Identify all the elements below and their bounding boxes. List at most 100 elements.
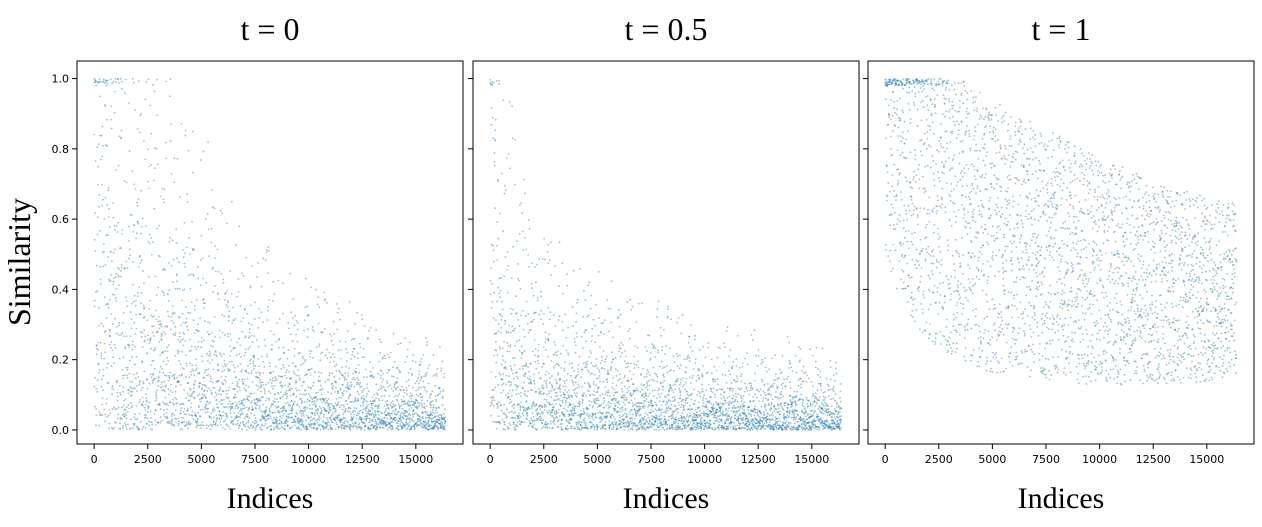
data-point [156,397,158,399]
data-point [97,379,99,381]
data-point [246,371,248,373]
data-point [625,423,627,425]
data-point [665,396,667,398]
data-point [585,422,587,424]
data-point [527,377,529,379]
data-point [573,408,575,410]
data-point [136,385,138,387]
data-point [268,299,270,301]
data-point [238,406,240,408]
data-point [199,393,201,395]
data-point [397,423,399,425]
panel-title: t = 0 [241,11,300,47]
data-point [568,394,570,396]
data-point [434,374,436,376]
data-point [136,356,138,358]
data-point [591,401,593,403]
data-point [581,421,583,423]
data-point [671,389,673,391]
data-point [571,363,573,365]
data-point [189,339,191,341]
data-point [96,391,98,393]
data-point [581,336,583,338]
data-point [612,426,614,428]
data-point [592,414,594,416]
data-point [199,382,201,384]
data-point [516,372,518,374]
data-point [520,395,522,397]
data-point [636,429,638,431]
data-point [305,419,307,421]
data-point [212,425,214,427]
data-point [593,381,595,383]
data-point [435,415,437,417]
data-point [123,400,125,402]
data-point [420,387,422,389]
data-point [427,367,429,369]
data-point [223,369,225,371]
data-point [227,333,229,335]
data-point [663,380,665,382]
data-point [326,417,328,419]
data-point [677,408,679,410]
data-point [602,393,604,395]
data-point [333,361,335,363]
data-point [408,372,410,374]
data-point [332,413,334,415]
data-point [224,406,226,408]
data-point [226,223,228,225]
data-point [192,131,194,133]
data-point [521,353,523,355]
data-point [442,397,444,399]
data-point [530,379,532,381]
data-point [156,228,158,230]
data-point [301,415,303,417]
data-point [159,371,161,373]
data-point [201,337,203,339]
data-point [366,405,368,407]
data-point [502,359,504,361]
data-point [514,364,516,366]
data-point [378,389,380,391]
data-point [208,334,210,336]
data-point [351,384,353,386]
data-point [614,408,616,410]
data-point [268,391,270,393]
data-point [517,278,519,280]
data-point [356,426,358,428]
data-point [439,407,441,409]
data-point [547,356,549,358]
data-point [408,385,410,387]
data-point [330,356,332,358]
data-point [317,413,319,415]
data-point [634,398,636,400]
data-point [255,429,257,431]
data-point [494,165,496,167]
data-point [150,428,152,430]
data-point [366,393,368,395]
data-point [589,383,591,385]
data-point [125,409,127,411]
data-point [531,390,533,392]
data-point [194,391,196,393]
data-point [611,387,613,389]
data-point [166,347,168,349]
data-point [299,412,301,414]
data-point [626,392,628,394]
data-point [546,380,548,382]
data-point [624,375,626,377]
data-point [354,323,356,325]
data-point [289,273,291,275]
data-point [175,332,177,334]
data-point [137,295,139,297]
data-point [413,405,415,407]
data-point [583,392,585,394]
data-point [273,371,275,373]
data-point [148,421,150,423]
data-point [171,173,173,175]
data-point [135,305,137,307]
data-point [161,339,163,341]
data-point [226,424,228,426]
data-point [127,411,129,413]
data-point [651,343,653,345]
